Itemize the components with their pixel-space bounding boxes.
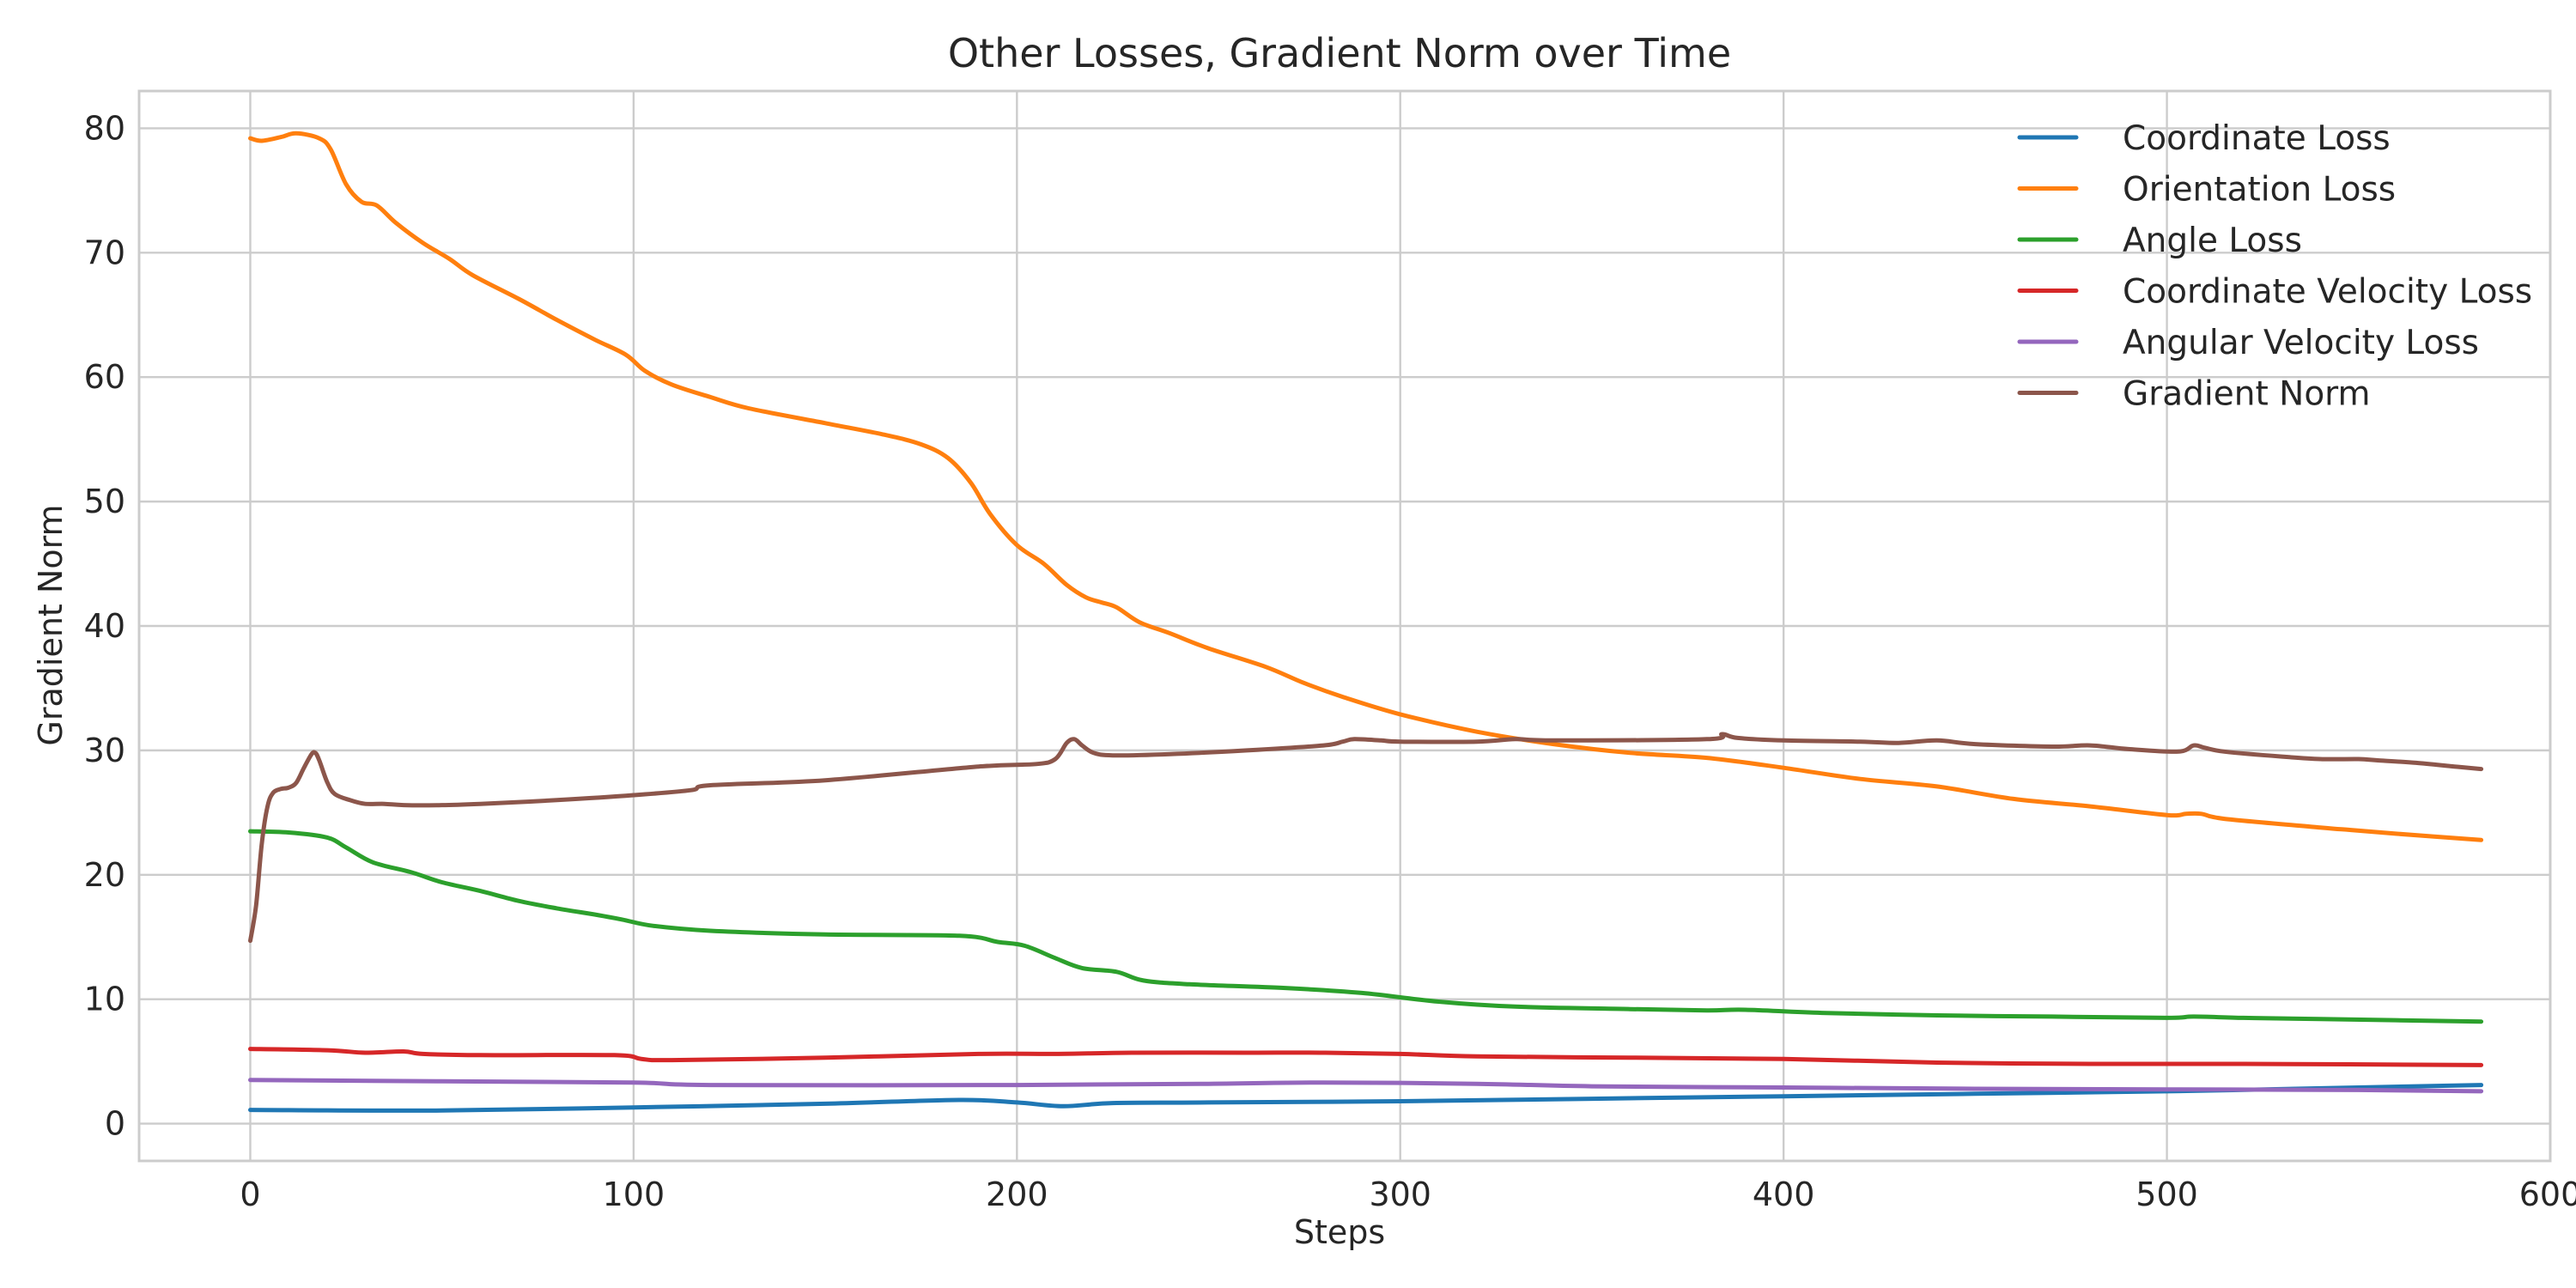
x-tick-label: 200 — [986, 1176, 1048, 1213]
x-axis-ticks: 0 100 200 300 400 500 600 — [240, 1176, 2576, 1213]
legend-label: Coordinate Velocity Loss — [2123, 273, 2532, 312]
x-tick-label: 100 — [603, 1176, 665, 1213]
y-tick-label: 10 — [84, 981, 125, 1018]
legend-label: Orientation Loss — [2123, 171, 2396, 210]
series-line-angle-loss — [248, 829, 2484, 1024]
legend-item-orientation-loss: Orientation Loss — [2017, 171, 2396, 210]
x-axis-label: Steps — [1294, 1213, 1385, 1251]
legend-item-angular-velocity-loss: Angular Velocity Loss — [2017, 324, 2479, 362]
plot-area-frame — [137, 89, 2552, 1163]
legend-item-angle-loss: Angle Loss — [2017, 222, 2302, 260]
legend-item-coordinate-velocity-loss: Coordinate Velocity Loss — [2017, 273, 2532, 312]
y-tick-label: 0 — [105, 1105, 125, 1143]
y-axis-ticks: 0 10 20 30 40 50 60 70 80 — [84, 109, 125, 1142]
legend-label: Angle Loss — [2123, 222, 2302, 260]
y-tick-label: 60 — [84, 358, 125, 396]
x-tick-label: 300 — [1369, 1176, 1431, 1213]
y-tick-label: 80 — [84, 109, 125, 147]
y-tick-label: 40 — [84, 607, 125, 645]
legend-label: Angular Velocity Loss — [2123, 324, 2479, 362]
x-tick-label: 600 — [2519, 1176, 2576, 1213]
x-tick-label: 400 — [1753, 1176, 1815, 1213]
x-tick-label: 0 — [240, 1176, 260, 1213]
y-tick-label: 30 — [84, 732, 125, 769]
legend-label: Coordinate Loss — [2123, 119, 2391, 158]
y-tick-label: 20 — [84, 856, 125, 894]
series-lines — [248, 131, 2484, 1113]
series-line-angular-velocity-loss — [248, 1078, 2484, 1094]
y-tick-label: 50 — [84, 483, 125, 520]
legend-item-coordinate-loss: Coordinate Loss — [2017, 119, 2391, 158]
series-line-coordinate-loss — [248, 1083, 2484, 1113]
series-line-coordinate-velocity-loss — [248, 1047, 2484, 1067]
legend: Coordinate Loss Orientation Loss Angle Los… — [2017, 119, 2532, 414]
legend-label: Gradient Norm — [2123, 375, 2371, 414]
y-axis-label: Gradient Norm — [32, 504, 70, 745]
y-tick-label: 70 — [84, 234, 125, 271]
chart-title: Other Losses, Gradient Norm over Time — [948, 30, 1731, 76]
series-line-gradient-norm — [248, 732, 2484, 944]
x-tick-label: 500 — [2136, 1176, 2198, 1213]
series-line-orientation-loss — [248, 131, 2484, 842]
legend-item-gradient-norm: Gradient Norm — [2017, 375, 2371, 414]
